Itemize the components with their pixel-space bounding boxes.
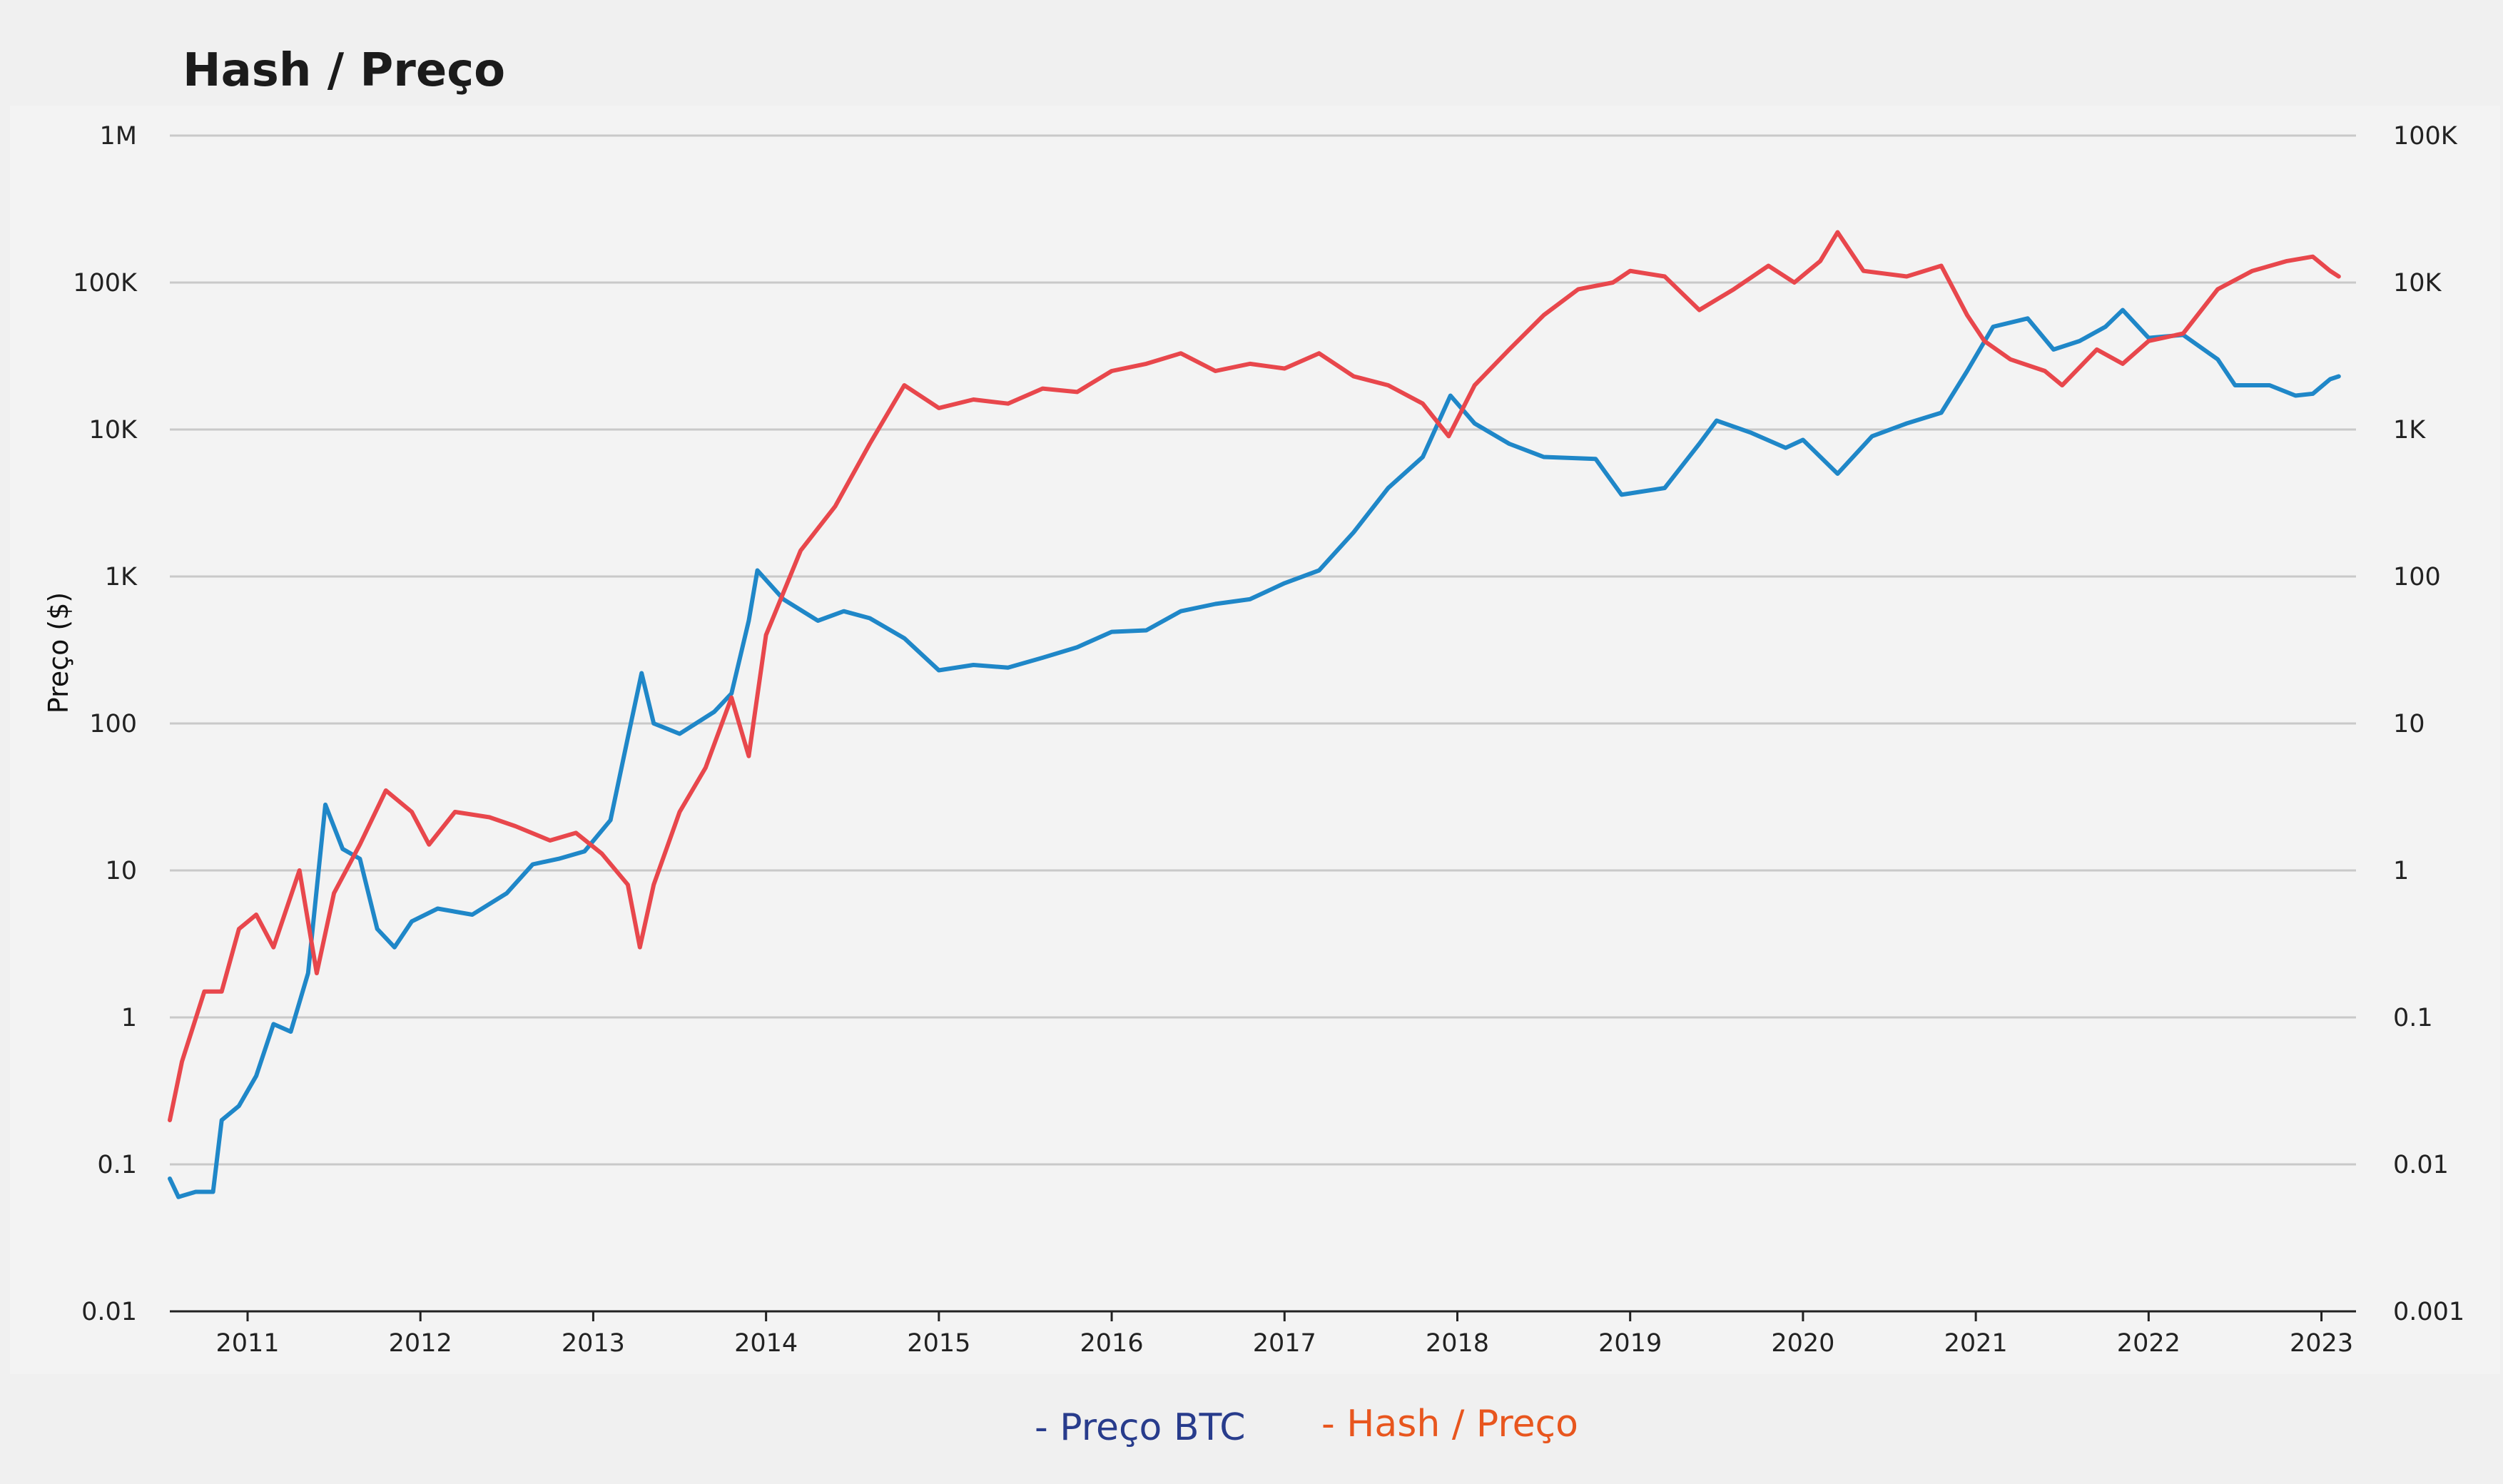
- y-left-tick-label: 10K: [89, 416, 138, 444]
- y-left-tick-label: 0.1: [97, 1151, 137, 1179]
- series-lines: [168, 230, 2341, 1199]
- y-right-tick-label: 10K: [2393, 269, 2442, 298]
- series-line-hash-preco: [168, 230, 2341, 1122]
- y-right-tick-label: 10: [2393, 710, 2425, 738]
- x-tick-label: 2021: [1944, 1329, 2008, 1358]
- x-tick-label: 2022: [2117, 1329, 2180, 1358]
- y-left-tick-label: 1K: [105, 563, 138, 591]
- x-tick-label: 2011: [215, 1329, 279, 1358]
- y-right-tick-label: 0.1: [2393, 1004, 2433, 1032]
- x-tick-label: 2023: [2290, 1329, 2353, 1358]
- y-right-tick-label: 1K: [2393, 416, 2426, 444]
- x-tick-label: 2012: [389, 1329, 452, 1358]
- x-tick-label: 2015: [907, 1329, 970, 1358]
- plot-background: [10, 106, 2500, 1374]
- legend-item-hash-preco[interactable]: - Hash / Preço: [1321, 1403, 1578, 1445]
- x-axis: 2011 2012 2013 2014 2015 2016 2017 2018 2019 2020…: [215, 1311, 2353, 1358]
- y-right-tick-label: 0.001: [2393, 1298, 2464, 1326]
- y-right-tick-label: 100K: [2393, 122, 2458, 151]
- y-axis-right: 0.001 0.01 0.1 1 10 100 1K 10K 100K: [2393, 122, 2464, 1326]
- y-right-tick-label: 1: [2393, 857, 2409, 885]
- x-tick-label: 2019: [1598, 1329, 1662, 1358]
- x-tick-label: 2020: [1771, 1329, 1834, 1358]
- y-left-tick-label: 1: [121, 1004, 137, 1032]
- y-right-tick-label: 0.01: [2393, 1151, 2449, 1179]
- x-tick-label: 2017: [1253, 1329, 1316, 1358]
- y-left-tick-label: 0.01: [81, 1298, 137, 1326]
- y-axis-left: 0.01 0.1 1 10 100 1K 10K 100K 1M: [73, 122, 138, 1326]
- y-left-tick-label: 1M: [100, 122, 137, 151]
- x-tick-label: 2018: [1426, 1329, 1489, 1358]
- x-tick-label: 2014: [734, 1329, 798, 1358]
- y-left-tick-label: 100K: [73, 269, 138, 298]
- chart-title: Hash / Preço: [183, 44, 505, 97]
- x-tick-label: 2013: [562, 1329, 625, 1358]
- y-axis-label: Preço ($): [43, 592, 74, 713]
- y-left-tick-label: 10: [105, 857, 137, 885]
- y-left-tick-label: 100: [89, 710, 137, 738]
- y-right-tick-label: 100: [2393, 563, 2441, 591]
- gridlines: [170, 134, 2356, 1166]
- legend-item-preco-btc[interactable]: - Preço BTC: [1035, 1406, 1246, 1449]
- x-tick-label: 2016: [1080, 1329, 1144, 1358]
- series-line-preco-btc: [168, 308, 2341, 1199]
